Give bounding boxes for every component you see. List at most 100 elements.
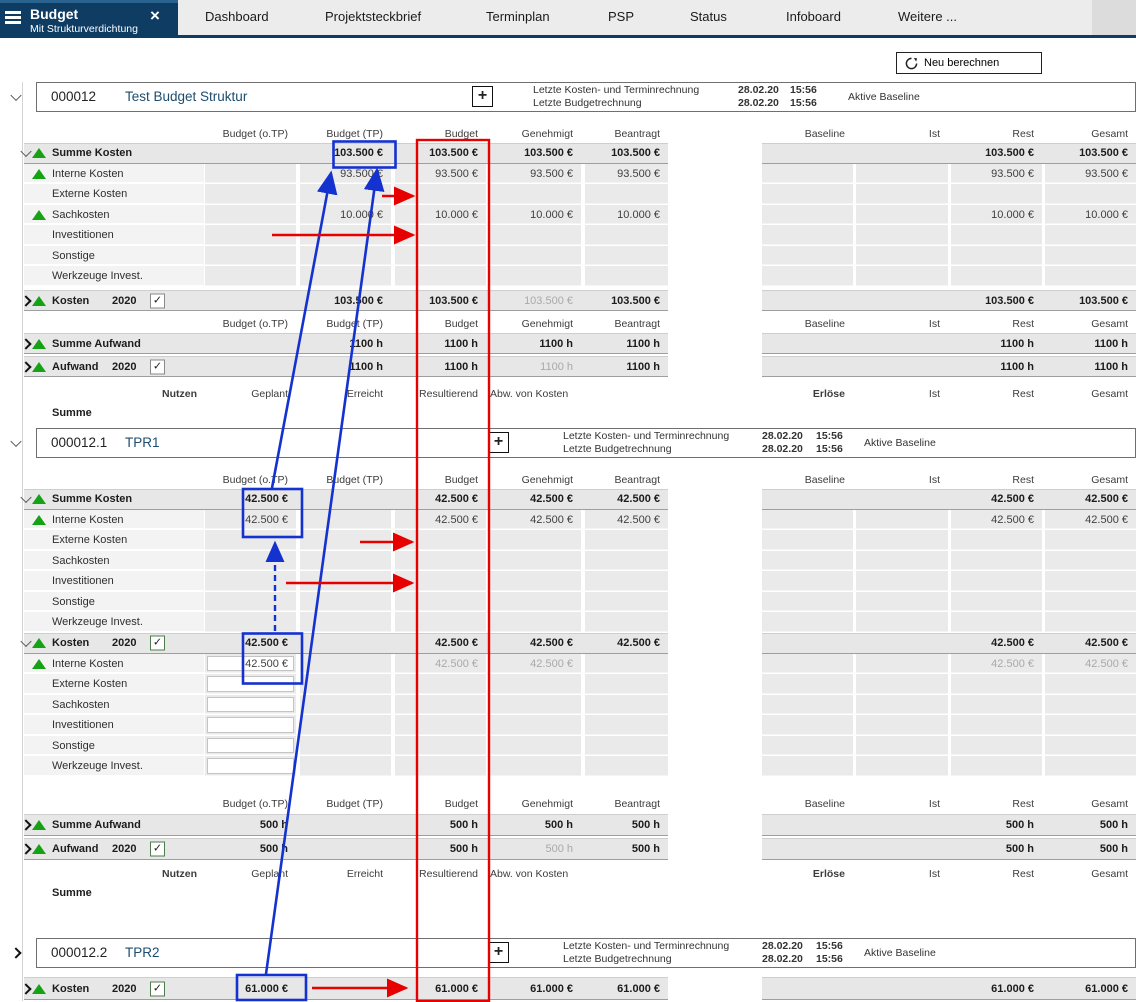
add-button[interactable]: +	[488, 432, 509, 453]
table-row: Sachkosten	[0, 694, 1136, 716]
editable-cell-otp[interactable]	[207, 737, 294, 753]
cell-bean: 103.500 €	[611, 294, 660, 307]
row-year: 2020	[112, 637, 137, 650]
cell-bg-bean	[585, 653, 668, 673]
cell-bg-gen	[490, 694, 581, 714]
recalculate-button[interactable]: Neu berechnen	[896, 52, 1042, 74]
cell-rest: 93.500 €	[991, 167, 1034, 180]
project-header: 000012 Test Budget Struktur	[36, 82, 1136, 112]
add-button[interactable]: +	[488, 942, 509, 963]
trend-up-icon	[32, 638, 46, 649]
editable-cell-otp[interactable]	[207, 676, 294, 692]
last-cost-calc-date: 28.02.20	[762, 940, 803, 952]
cell-bg-rest	[951, 756, 1042, 776]
table-row: Aufwand 2020 ✓ 1100 h 1100 h 1100 h 1100 h 1100…	[0, 356, 1136, 377]
chevron-down-icon[interactable]	[10, 89, 22, 102]
column-header: Geplant	[251, 388, 288, 400]
cell-bg-budget	[395, 184, 486, 204]
cell-otp: 42.500 €	[245, 513, 288, 526]
cell-bg-budget	[395, 266, 486, 286]
year-checkbox[interactable]: ✓	[150, 359, 165, 374]
trend-up-icon	[32, 361, 46, 372]
year-checkbox[interactable]: ✓	[150, 981, 165, 996]
column-header: Rest	[1012, 388, 1034, 400]
cell-bg-gen	[490, 530, 581, 550]
table-row: Investitionen	[0, 571, 1136, 592]
cell-bg-ist	[856, 735, 948, 755]
cell-bg-ist	[856, 184, 948, 204]
summe-section-label: Summe	[52, 407, 92, 419]
cell-bg-budget	[395, 715, 486, 735]
column-header: Genehmigt	[521, 128, 573, 140]
tab-terminplan[interactable]: Terminplan	[486, 9, 550, 24]
cell-ges: 42.500 €	[1085, 657, 1128, 670]
cell-bg-ges	[1045, 694, 1136, 714]
cell-ges: 42.500 €	[1085, 513, 1128, 526]
row-label-bg	[24, 756, 204, 776]
cell-bean: 1100 h	[626, 360, 660, 373]
cell-bg-rest	[951, 184, 1042, 204]
cell-bg-ist	[856, 204, 948, 224]
cell-bg-ges	[1045, 225, 1136, 245]
tab-dashboard[interactable]: Dashboard	[205, 9, 269, 24]
cell-ges: 42.500 €	[1085, 493, 1128, 506]
cell-budget: 1100 h	[444, 360, 478, 373]
year-checkbox[interactable]: ✓	[150, 635, 165, 651]
tab-projektsteckbrief[interactable]: Projektsteckbrief	[325, 9, 422, 24]
cell-gen: 1100 h	[540, 360, 573, 373]
cell-bg-budget	[395, 225, 486, 245]
column-header: Budget (o.TP)	[222, 128, 288, 140]
cell-tp: 1100 h	[349, 360, 383, 373]
cell-bg-bean	[585, 530, 668, 550]
tab-psp[interactable]: PSP	[608, 9, 635, 24]
cell-bg-rest	[951, 715, 1042, 735]
chevron-right-icon[interactable]	[10, 947, 22, 959]
cell-bg-ist	[856, 245, 948, 265]
cell-bg-otp	[205, 571, 296, 591]
add-button[interactable]: +	[472, 86, 493, 107]
cell-bg-rest	[951, 245, 1042, 265]
cell-bg-rest	[951, 509, 1042, 529]
tab-status[interactable]: Status	[690, 9, 727, 24]
year-checkbox[interactable]: ✓	[150, 841, 165, 857]
cell-bean: 42.500 €	[617, 493, 660, 506]
column-header: Gesamt	[1091, 868, 1128, 880]
table-row: Kosten 2020 ✓ 61.000 € 61.000 € 61.000 € 61.00…	[0, 977, 1136, 1000]
cell-bg-tp	[300, 266, 391, 286]
cell-bg-budget	[395, 735, 486, 755]
cell-rest: 42.500 €	[991, 513, 1034, 526]
editable-cell-otp[interactable]	[207, 758, 294, 774]
cell-bean: 42.500 €	[617, 637, 660, 650]
row-label: Summe Kosten	[52, 493, 133, 506]
row-label-bg	[24, 550, 204, 570]
cell-bg-ges	[1045, 245, 1136, 265]
cell-bg-gen	[490, 509, 581, 529]
tab-weitere-[interactable]: Weitere ...	[898, 9, 958, 24]
cell-bg-ges	[1045, 571, 1136, 591]
last-budget-calc-date: 28.02.20	[738, 97, 779, 109]
cell-gen: 61.000 €	[530, 982, 573, 995]
tab-infoboard[interactable]: Infoboard	[786, 9, 841, 24]
cell-ges: 500 h	[1099, 819, 1128, 831]
chevron-down-icon[interactable]	[10, 435, 22, 448]
cell-bg-ges	[1045, 591, 1136, 611]
row-label-bg	[24, 653, 204, 673]
cell-bg-bean	[585, 204, 668, 224]
menu-icon[interactable]	[5, 11, 21, 25]
close-icon[interactable]: ×	[150, 6, 160, 25]
year-checkbox[interactable]: ✓	[150, 293, 165, 308]
column-header: Budget	[444, 474, 478, 486]
cell-bg-tp	[300, 571, 391, 591]
cell-otp: 61.000 €	[245, 982, 288, 995]
row-label: Aufwand	[52, 360, 99, 373]
editable-cell-otp[interactable]	[207, 696, 294, 712]
column-header: Rest	[1012, 318, 1034, 330]
editable-cell-otp[interactable]	[207, 717, 294, 733]
cell-rest: 103.500 €	[985, 294, 1034, 307]
table-row: Werkzeuge Invest.	[0, 612, 1136, 633]
cell-bg-ist	[856, 694, 948, 714]
cell-gen: 1100 h	[539, 337, 573, 350]
cell-ges: 1100 h	[1094, 360, 1128, 373]
cell-bg-rest	[951, 653, 1042, 673]
tab-budget-active[interactable]: Budget Mit Strukturverdichtung ×	[0, 0, 178, 38]
